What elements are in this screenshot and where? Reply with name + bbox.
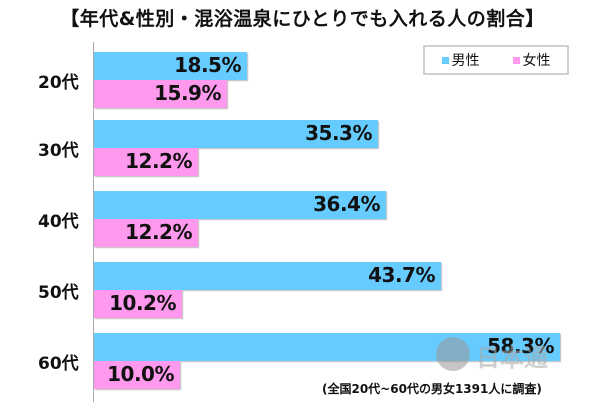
category-label: 20代: [38, 73, 79, 93]
bar-male: 58.3%: [94, 333, 560, 361]
value-label: 12.2%: [125, 220, 192, 244]
bar-group-20s: 20代 18.5% 15.9%: [0, 52, 605, 110]
chart-title: 【年代&性別・混浴温泉にひとりでも入れる人の割合】: [60, 8, 545, 30]
category-label: 40代: [38, 212, 79, 232]
legend-label-female: 女性: [522, 53, 551, 69]
legend-swatch-male: [441, 56, 449, 64]
bar-female: 12.2%: [94, 219, 198, 247]
bar-female: 10.2%: [94, 290, 182, 318]
legend-label-male: 男性: [451, 53, 480, 69]
legend-swatch-female: [512, 56, 520, 64]
y-axis-line: [93, 42, 94, 402]
category-label: 60代: [38, 354, 79, 374]
bar-male: 36.4%: [94, 191, 386, 219]
bar-group-50s: 50代 43.7% 10.2%: [0, 262, 605, 320]
bar-group-40s: 40代 36.4% 12.2%: [0, 191, 605, 249]
watermark: 日本通: [436, 332, 556, 372]
survey-note: (全国20代~60代の男女1391人に調査): [322, 382, 542, 396]
bar-male: 43.7%: [94, 262, 441, 290]
legend: 男性 女性: [423, 45, 569, 75]
bar-female: 10.0%: [94, 361, 180, 389]
category-label: 30代: [38, 141, 79, 161]
value-label: 10.2%: [109, 291, 176, 315]
value-label: 58.3%: [487, 334, 554, 358]
bar-male: 18.5%: [94, 52, 247, 80]
bar-group-30s: 30代 35.3% 12.2%: [0, 120, 605, 178]
value-label: 15.9%: [154, 81, 221, 105]
bar-female: 15.9%: [94, 80, 227, 108]
value-label: 10.0%: [107, 362, 174, 386]
bar-group-60s: 60代 58.3% 10.0%: [0, 333, 605, 391]
bar-male: 35.3%: [94, 120, 378, 148]
category-label: 50代: [38, 283, 79, 303]
value-label: 36.4%: [313, 192, 380, 216]
value-label: 43.7%: [368, 263, 435, 287]
watermark-text: 日本通: [476, 344, 548, 372]
bar-female: 12.2%: [94, 148, 198, 176]
watermark-logo-icon: [436, 337, 470, 371]
value-label: 12.2%: [125, 149, 192, 173]
legend-item-male: 男性: [441, 50, 480, 70]
value-label: 18.5%: [174, 53, 241, 77]
value-label: 35.3%: [305, 121, 372, 145]
legend-item-female: 女性: [512, 50, 551, 70]
